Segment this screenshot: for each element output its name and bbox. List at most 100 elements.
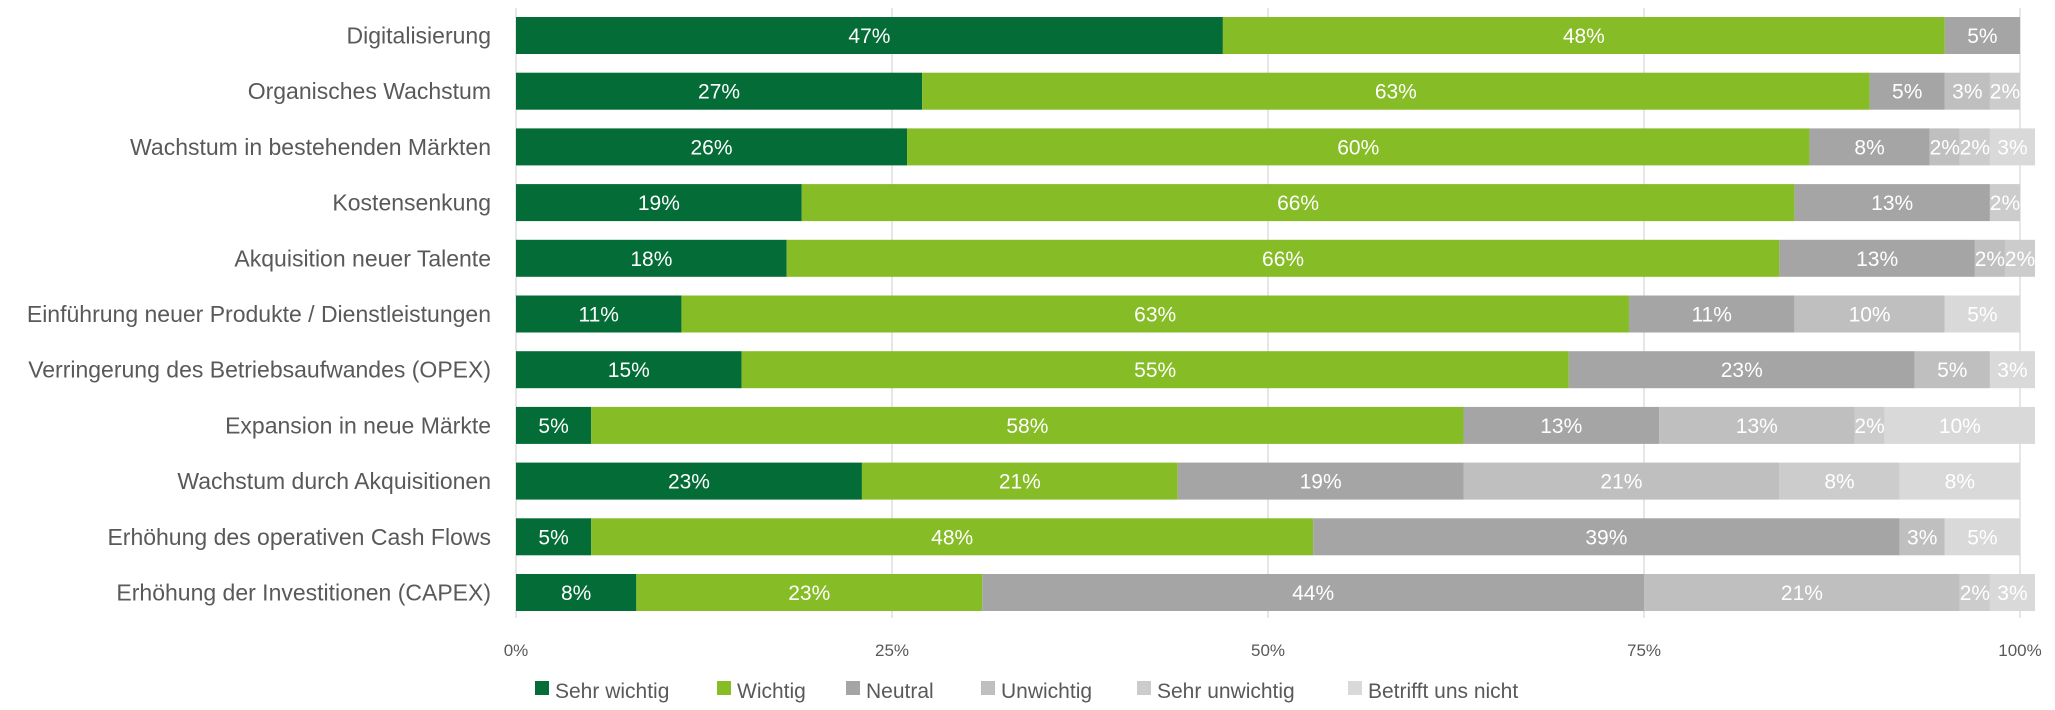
bar-segment: [1989, 128, 2036, 166]
bar-value-label: 21%: [1600, 471, 1642, 494]
bar-segment: [516, 72, 923, 110]
legend: Sehr wichtig Wichtig Neutral Unwichtig Sehr …: [535, 680, 1518, 703]
legend-label: Wichtig: [737, 680, 806, 703]
bar-value-label: 3%: [1997, 359, 2027, 382]
legend-label: Sehr unwichtig: [1157, 680, 1295, 703]
bar-value-label: 8%: [561, 582, 591, 605]
bar-segment: [1568, 351, 1915, 389]
bar-value-label: 5%: [1967, 526, 1997, 549]
bar-segment: [636, 574, 983, 611]
bar-segment: [922, 72, 1870, 110]
bar-segment: [516, 17, 1223, 54]
bar-segment: [786, 239, 1780, 277]
bar-value-label: 3%: [1952, 81, 1982, 104]
bar-segment: [1944, 72, 1990, 110]
bar-value-label: 5%: [538, 415, 568, 438]
legend-swatch: [535, 681, 549, 695]
bar-value-label: 48%: [1563, 25, 1605, 48]
bar-value-label: 48%: [931, 526, 973, 549]
bar-value-label: 2%: [1975, 248, 2005, 271]
bar-value-label: 2%: [1990, 81, 2020, 104]
bar-value-label: 66%: [1262, 248, 1304, 271]
bar-segment: [516, 184, 802, 222]
bar-segment: [1959, 574, 1990, 611]
category-label: Kostensenkung: [332, 190, 491, 216]
bar-value-label: 10%: [1939, 415, 1981, 438]
bar-value-label: 13%: [1856, 248, 1898, 271]
bar-segment: [982, 574, 1644, 611]
category-label: Digitalisierung: [347, 23, 491, 49]
bar-value-label: 26%: [691, 136, 733, 159]
category-label: Verringerung des Betriebsaufwandes (OPEX…: [28, 357, 491, 383]
bar-value-label: 2%: [2005, 248, 2035, 271]
bar-value-label: 3%: [1997, 136, 2027, 159]
bar-segment: [1628, 295, 1795, 333]
bar-segment: [1944, 17, 2020, 54]
bar-segment: [516, 518, 592, 556]
bar-value-label: 19%: [1300, 471, 1342, 494]
category-label: Erhöhung der Investitionen (CAPEX): [116, 580, 491, 606]
bar-value-label: 2%: [1960, 136, 1990, 159]
bar-segment: [1974, 239, 2005, 277]
legend-swatch: [717, 681, 731, 695]
bar-segment: [907, 128, 1810, 166]
bar-segment: [1779, 462, 1900, 500]
bar-value-label: 5%: [538, 526, 568, 549]
bar-value-label: 5%: [1967, 304, 1997, 327]
legend-label: Neutral: [866, 680, 934, 703]
legend-swatch: [1348, 681, 1362, 695]
category-label: Einführung neuer Produkte / Dienstleistu…: [27, 301, 491, 327]
legend-label: Sehr wichtig: [555, 680, 669, 703]
bar-segment: [741, 351, 1569, 389]
bar-value-label: 23%: [1721, 359, 1763, 382]
bar-segment: [1944, 518, 2020, 556]
bar-value-label: 23%: [788, 582, 830, 605]
bar-segment: [1177, 462, 1464, 500]
bar-value-label: 8%: [1945, 471, 1975, 494]
category-label: Organisches Wachstum: [248, 78, 491, 104]
bar-value-label: 11%: [578, 304, 618, 327]
bar-value-label: 23%: [668, 471, 710, 494]
bar-value-label: 2%: [1854, 415, 1884, 438]
bar-value-label: 18%: [630, 248, 672, 271]
bar-value-label: 8%: [1824, 471, 1854, 494]
bar-value-label: 10%: [1849, 304, 1891, 327]
legend-swatch: [981, 681, 995, 695]
bar-value-label: 8%: [1854, 136, 1884, 159]
bar-value-label: 2%: [1930, 136, 1960, 159]
bar-segment: [516, 128, 908, 166]
bar-segment: [1222, 17, 1945, 54]
bar-segment: [1659, 406, 1855, 444]
bar-value-label: 3%: [1997, 582, 2027, 605]
bar-segment: [1809, 128, 1930, 166]
bar-segment: [1644, 574, 1960, 611]
bar-segment: [1794, 295, 1945, 333]
bar-value-label: 13%: [1540, 415, 1582, 438]
x-tick-label: 75%: [1627, 641, 1661, 660]
bar-segment: [1899, 462, 2020, 500]
legend-swatch: [1137, 681, 1151, 695]
bar-segment: [1989, 351, 2036, 389]
bar-value-label: 5%: [1892, 81, 1922, 104]
bar-value-label: 19%: [638, 192, 680, 215]
bar-value-label: 63%: [1134, 304, 1176, 327]
legend-label: Unwichtig: [1001, 680, 1092, 703]
bar-value-label: 3%: [1907, 526, 1937, 549]
legend-label: Betrifft uns nicht: [1368, 680, 1518, 703]
bar-segment: [1794, 184, 1990, 222]
bar-value-label: 21%: [999, 471, 1041, 494]
bar-segment: [801, 184, 1795, 222]
bar-value-label: 66%: [1277, 192, 1319, 215]
bar-segment: [1884, 406, 2036, 444]
x-tick-label: 50%: [1251, 641, 1285, 660]
bar-segment: [1899, 518, 1945, 556]
category-labels: Digitalisierung Organisches Wachstum Wachs…: [27, 23, 491, 606]
bar-value-label: 47%: [848, 25, 890, 48]
x-tick-label: 25%: [875, 641, 909, 660]
bar-value-label: 5%: [1967, 25, 1997, 48]
bar-value-label: 2%: [1960, 582, 1990, 605]
bar-segment: [1313, 518, 1900, 556]
bar-segment: [516, 462, 862, 500]
category-label: Wachstum durch Akquisitionen: [177, 468, 491, 494]
bar-segment: [516, 239, 787, 277]
